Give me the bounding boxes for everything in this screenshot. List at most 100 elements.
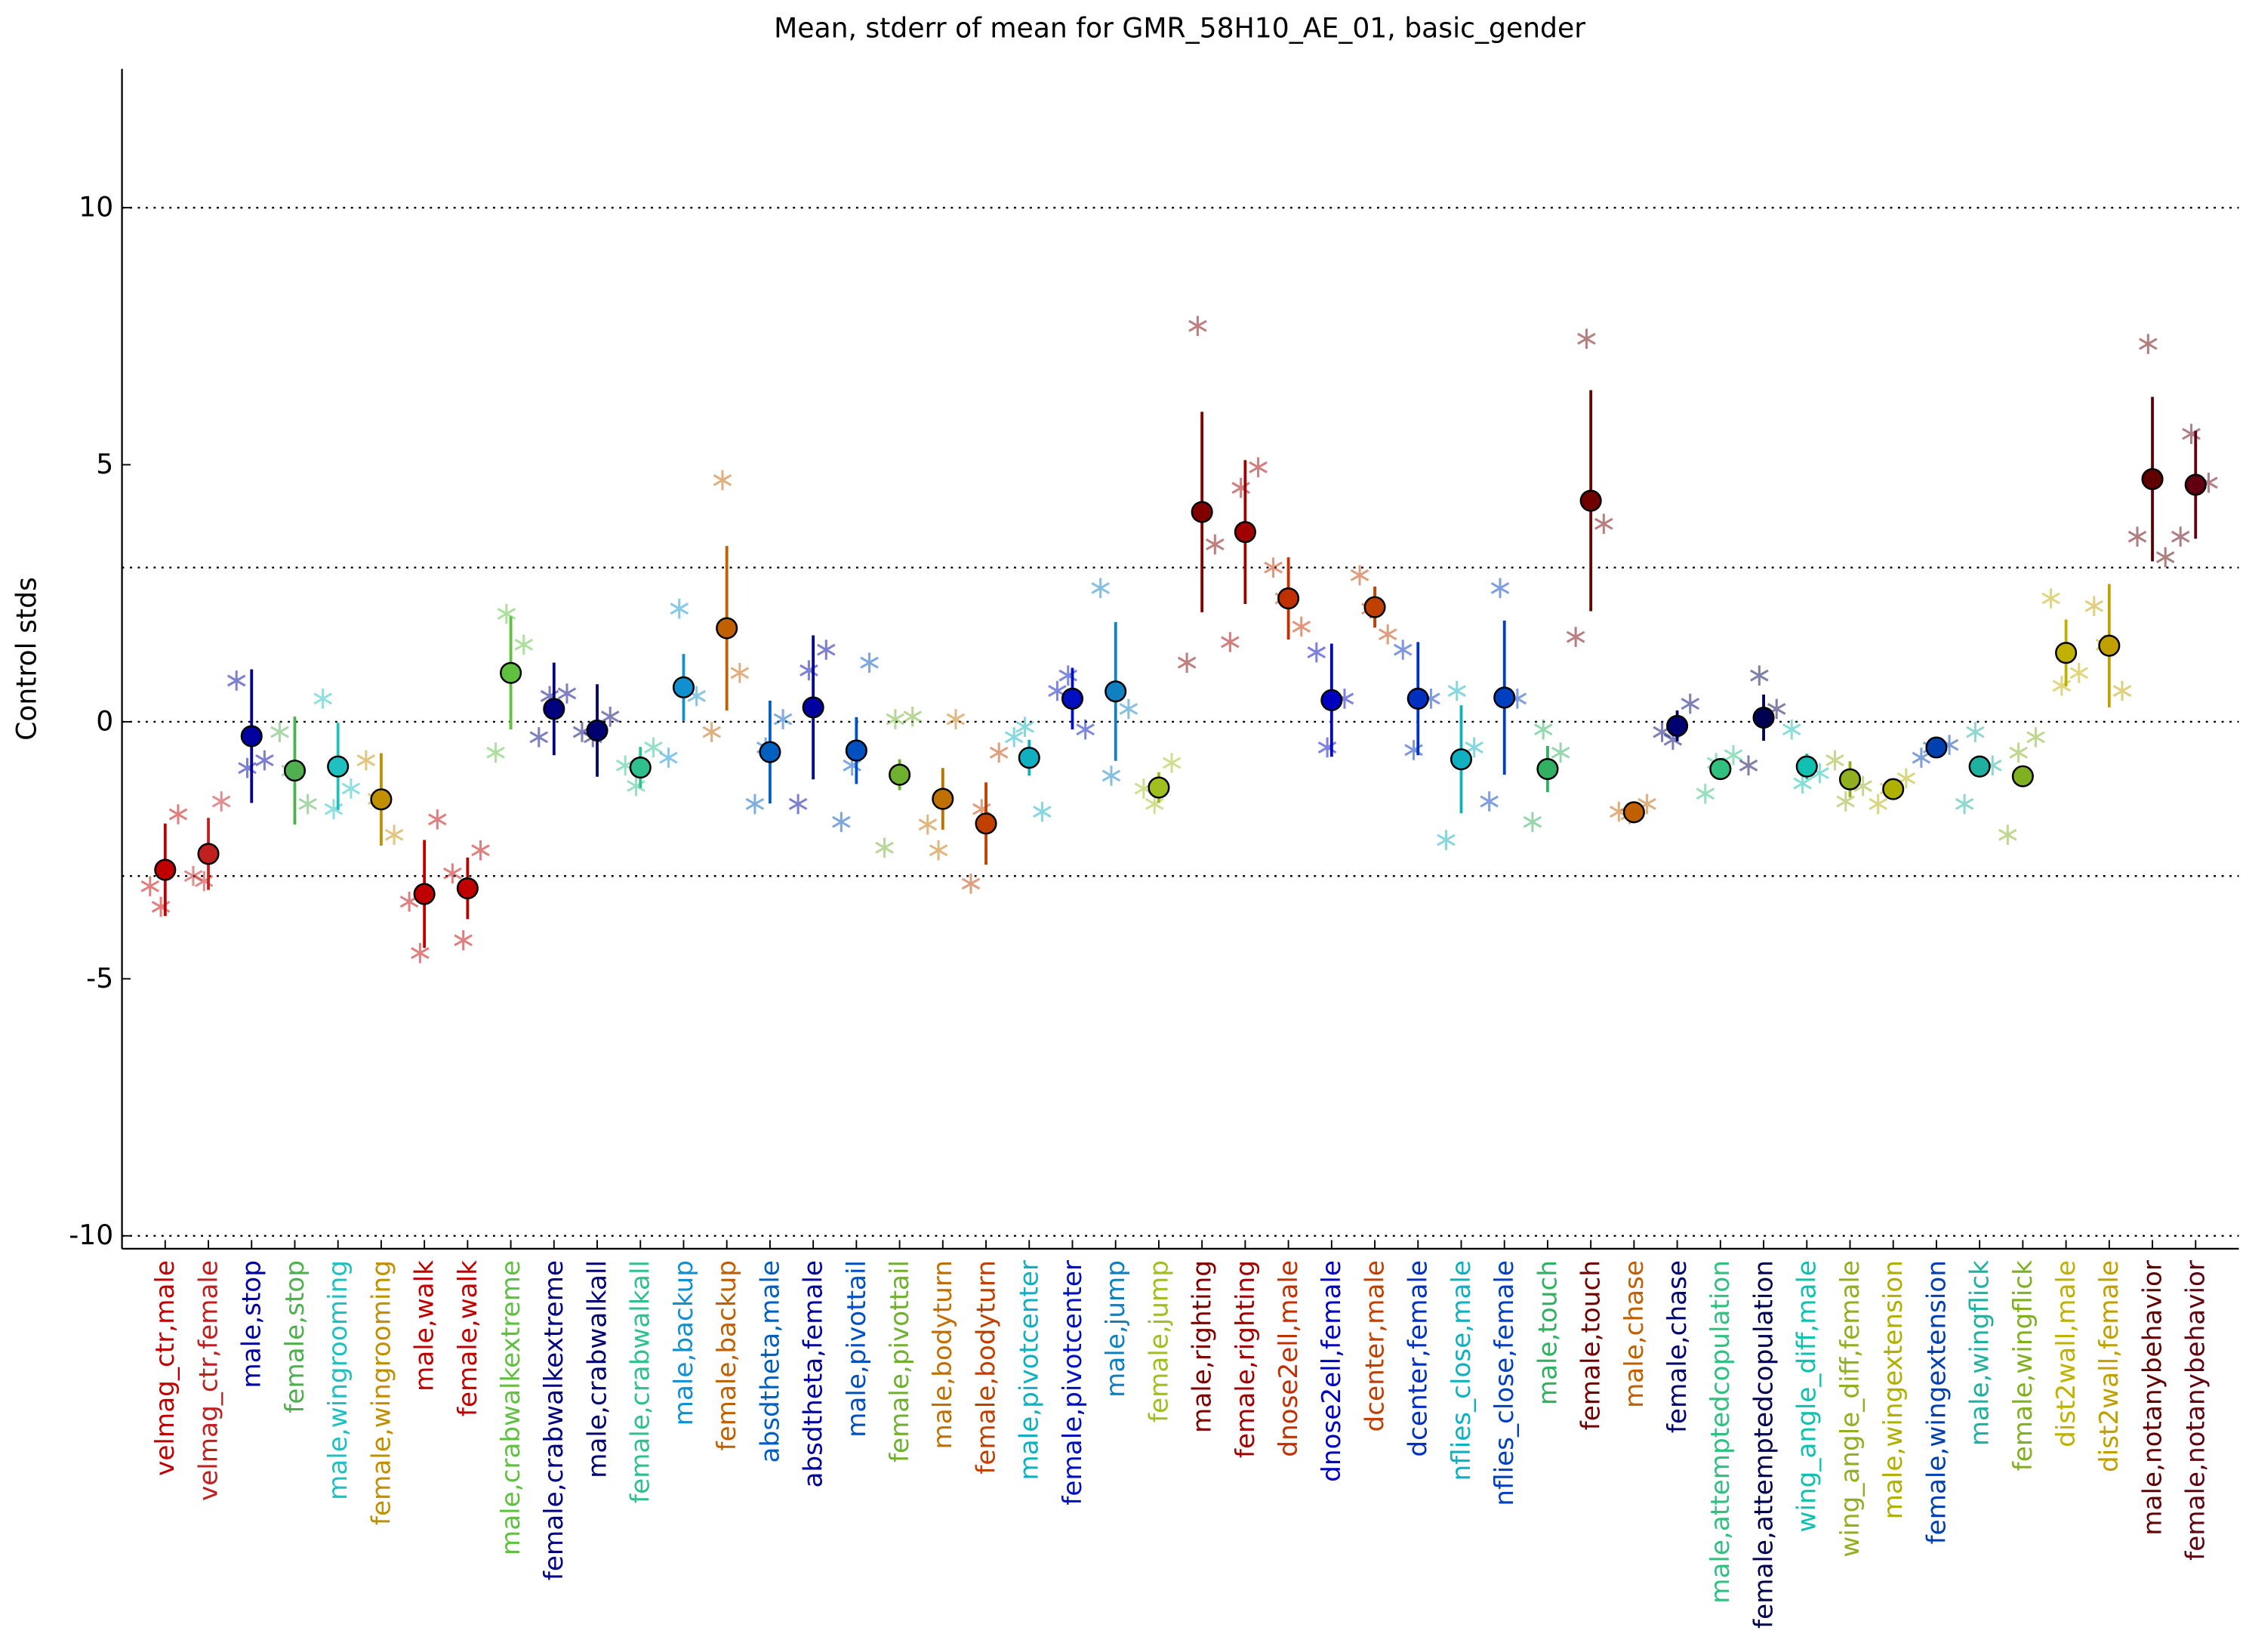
x-tick-label: wing_angle_diff,female [1835,1260,1866,1558]
point-star [2112,680,2132,701]
mean-marker [672,676,695,698]
point-star [238,757,257,778]
x-tick-label: female,jump [1144,1260,1174,1422]
point-star [961,874,981,894]
point-star [1577,328,1596,350]
point-star [989,742,1009,763]
point-star [1836,791,1856,812]
chart-title: Mean, stderr of mean for GMR_58H10_AE_01… [774,11,1585,44]
mean-marker [413,883,436,905]
point-star [1681,693,1700,714]
x-tick-label: dist2wall,male [2051,1260,2081,1447]
point-star [151,896,171,917]
x-tick-label: male,walk [410,1260,440,1392]
x-tick-label: male,stop [237,1260,267,1388]
point-star [1004,727,1024,747]
point-star [745,794,765,815]
mean-marker [543,698,565,720]
point-star [1404,740,1423,760]
point-star [226,670,246,691]
point-star [384,824,404,846]
mean-marker [932,787,954,810]
x-tick-label: female,wingextension [1921,1260,1952,1544]
mean-marker [1795,755,1818,778]
mean-marker [327,755,350,778]
point-star [195,871,214,892]
x-tick-label: nflies_close,male [1446,1260,1477,1481]
x-tick-label: female,notanybehavior [2181,1259,2211,1561]
point-star [1350,565,1369,586]
point-star [903,706,923,727]
mean-marker [1061,687,1084,710]
point-star [1177,652,1197,673]
point-star [2084,596,2104,617]
point-star [832,812,851,833]
point-star [168,804,188,824]
x-tick-label: female,wingflick [2008,1260,2038,1471]
mean-marker [1493,686,1516,709]
mean-marker [154,858,177,881]
point-star [918,814,938,835]
point-star [2069,662,2089,683]
y-tick-label: 5 [96,448,113,480]
point-star [670,598,689,619]
point-star [600,706,620,727]
x-tick-label: female,attemptedcopulation [1748,1260,1779,1629]
point-star [1566,627,1585,647]
point-star [1393,640,1413,660]
x-tick-label: nflies_close,female [1490,1260,1520,1506]
mean-marker [2055,642,2078,664]
x-tick-label: male,jump [1101,1260,1131,1398]
point-star [1490,578,1510,599]
point-star [313,688,332,709]
point-star [1750,665,1769,686]
point-star [1724,744,1743,766]
point-star [1594,513,1613,535]
point-star [1523,812,1542,833]
point-star [1264,557,1283,578]
point-star [1307,642,1326,663]
point-star [730,662,750,683]
mean-marker [889,763,911,786]
mean-marker [629,756,652,779]
point-star [324,799,344,819]
x-tick-label: female,righting [1231,1260,1261,1458]
x-tick-label: dcenter,male [1360,1260,1390,1432]
point-star [1869,794,1887,815]
mean-marker [1234,521,1256,544]
x-tick-label: female,stop [280,1260,310,1413]
point-star [1119,698,1138,720]
mean-marker [1320,689,1343,711]
point-star [1162,753,1182,773]
point-star [1206,534,1225,555]
mean-marker [1191,501,1213,523]
point-star [1249,457,1268,478]
point-star [886,709,905,729]
x-tick-label: absdtheta,female [799,1260,829,1487]
mean-marker [1148,776,1170,799]
point-star [1480,791,1499,812]
point-star [454,930,473,951]
mean-marker [1622,801,1645,824]
point-star [1292,616,1311,637]
x-tick-label: male,wingrooming [323,1260,353,1500]
x-tick-label: dnose2ell,male [1274,1260,1304,1457]
mean-marker [716,617,738,640]
point-star [255,750,274,771]
point-star [2026,727,2045,747]
point-star [1447,680,1467,701]
x-tick-label: male,notanybehavior [2137,1259,2167,1536]
point-star [1091,578,1110,599]
x-tick-label: velmag_ctr,female [193,1260,223,1501]
mean-marker [197,843,220,865]
x-tick-label: male,attemptedcopulation [1705,1260,1736,1604]
point-star [411,943,430,963]
point-star [428,809,447,830]
x-tick-label: female,touch [1576,1260,1607,1430]
point-star [1465,737,1483,758]
point-star [211,791,231,812]
mean-marker [1018,747,1040,769]
mean-marker [1925,736,1948,759]
point-star [1533,719,1553,740]
